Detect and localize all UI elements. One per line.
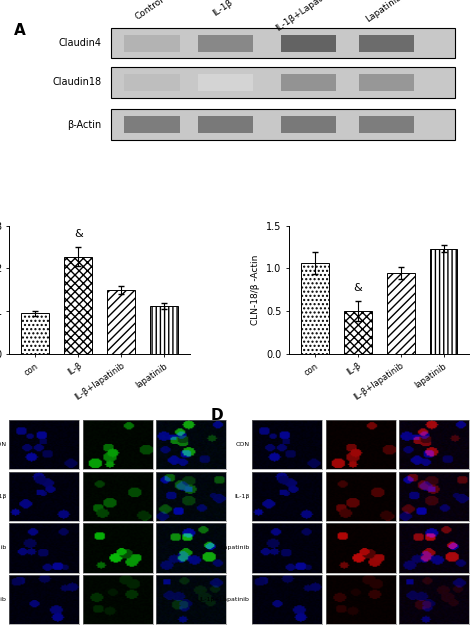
FancyBboxPatch shape (359, 34, 414, 52)
Bar (150, 306, 178, 354)
Y-axis label: CLN-18/β -Actin: CLN-18/β -Actin (251, 255, 260, 325)
Y-axis label: CON: CON (0, 442, 7, 447)
FancyBboxPatch shape (124, 116, 180, 133)
Text: &: & (353, 283, 362, 293)
Bar (429, 249, 457, 354)
Bar (344, 311, 372, 354)
FancyBboxPatch shape (281, 116, 336, 133)
FancyBboxPatch shape (110, 27, 456, 59)
Bar (387, 273, 415, 354)
Y-axis label: IL-1β+Lapatinib: IL-1β+Lapatinib (0, 597, 7, 602)
Text: Control: Control (134, 0, 165, 22)
Text: D: D (210, 408, 223, 422)
FancyBboxPatch shape (359, 116, 414, 133)
FancyBboxPatch shape (198, 34, 253, 52)
Text: IL-1β: IL-1β (211, 0, 235, 18)
FancyBboxPatch shape (281, 74, 336, 91)
Text: β-Actin: β-Actin (67, 120, 101, 129)
Text: Claudin18: Claudin18 (52, 77, 101, 87)
Y-axis label: CON: CON (236, 442, 250, 447)
Y-axis label: IL-1β+Lapatinib: IL-1β+Lapatinib (200, 597, 250, 602)
Text: &: & (74, 229, 82, 240)
Text: Claudin4: Claudin4 (58, 38, 101, 48)
FancyBboxPatch shape (110, 67, 456, 98)
Bar (64, 257, 92, 354)
FancyBboxPatch shape (110, 109, 456, 140)
Y-axis label: IL-1β: IL-1β (234, 494, 250, 499)
Bar (107, 290, 135, 354)
Bar (21, 313, 49, 354)
FancyBboxPatch shape (198, 116, 253, 133)
Y-axis label: IL-1β: IL-1β (0, 494, 7, 499)
FancyBboxPatch shape (359, 74, 414, 91)
Y-axis label: Lapatinib: Lapatinib (0, 545, 7, 550)
FancyBboxPatch shape (198, 74, 253, 91)
FancyBboxPatch shape (124, 34, 180, 52)
Text: A: A (14, 24, 26, 38)
Text: IL-1β+Lapatinib: IL-1β+Lapatinib (274, 0, 338, 32)
FancyBboxPatch shape (281, 34, 336, 52)
Y-axis label: Lapatinib: Lapatinib (220, 545, 250, 550)
Text: Lapatinib: Lapatinib (364, 0, 404, 24)
Bar (301, 263, 328, 354)
FancyBboxPatch shape (124, 74, 180, 91)
